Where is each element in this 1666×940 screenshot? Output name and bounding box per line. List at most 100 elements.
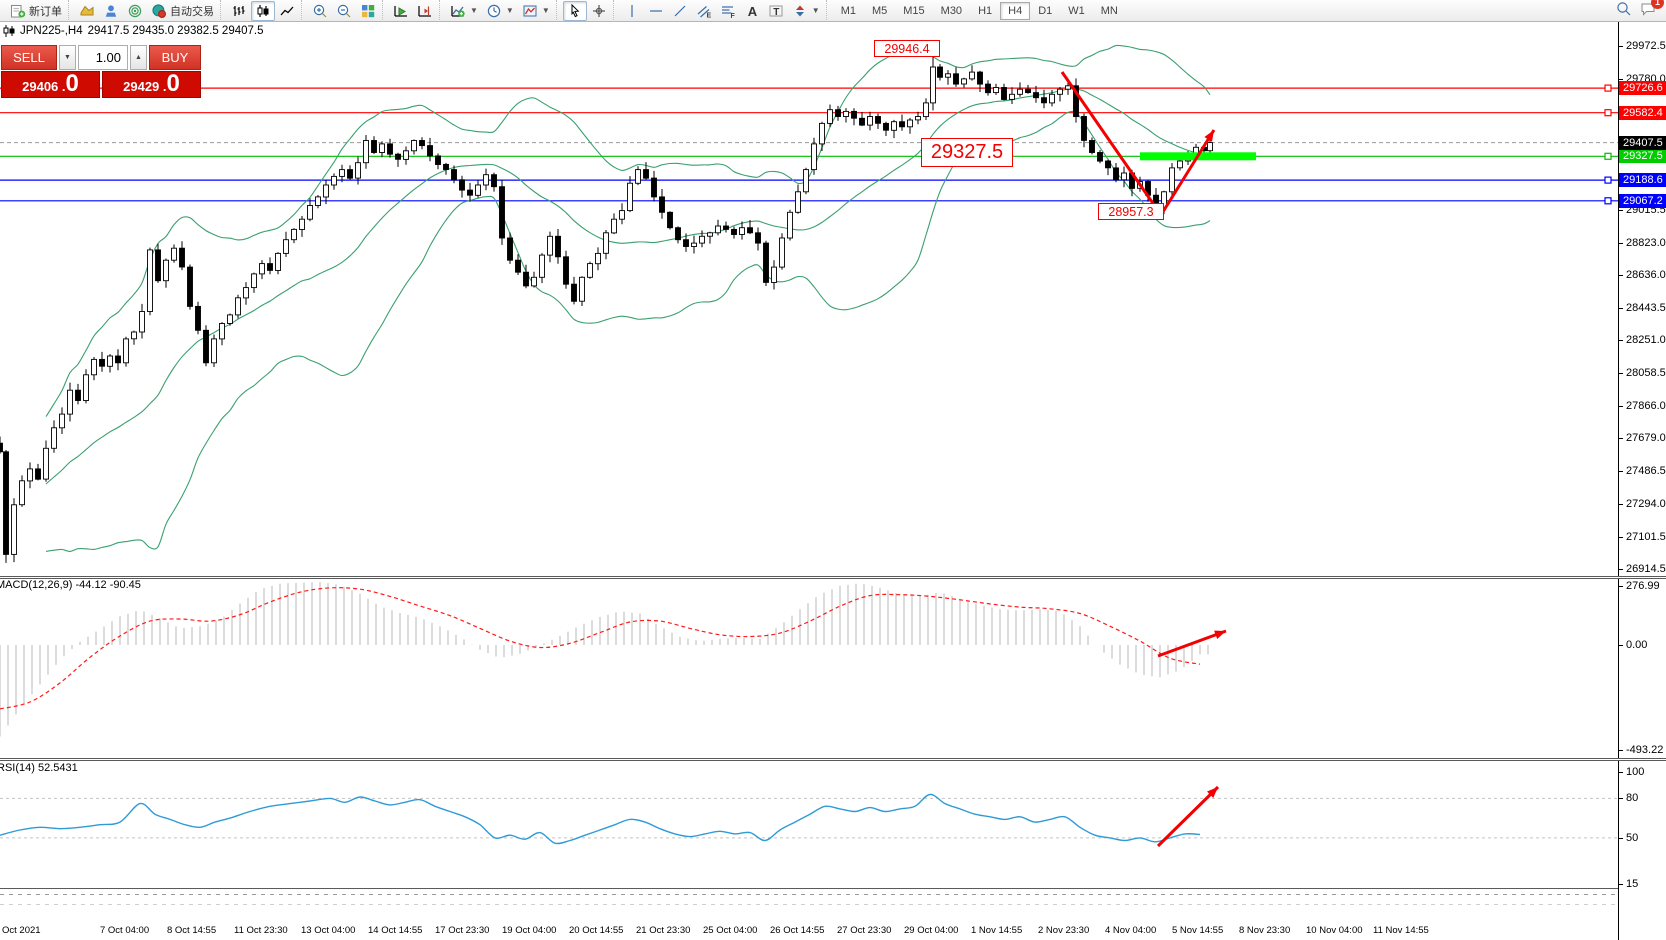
zoom-out-button[interactable] <box>332 1 356 21</box>
volume-increase-button[interactable]: ▲ <box>130 45 147 70</box>
chevron-down-icon: ▼ <box>541 6 550 15</box>
buy-button[interactable]: BUY <box>149 45 201 70</box>
auto-scroll-button[interactable] <box>389 1 413 21</box>
timeframe-W1[interactable]: W1 <box>1068 4 1085 17</box>
candles-chart-button[interactable] <box>251 0 275 21</box>
price-axis-tick: 276.99 <box>1626 580 1660 592</box>
price-line-label: 29188.6 <box>1619 173 1666 187</box>
sell-price-button[interactable]: 29406 .0 <box>1 71 100 98</box>
zoom-in-button[interactable] <box>308 1 332 21</box>
time-axis-label: 14 Oct 14:55 <box>368 925 423 936</box>
sell-button[interactable]: SELL <box>1 45 57 70</box>
price-axis-tick: 27679.0 <box>1626 432 1666 444</box>
profile-button[interactable] <box>99 1 123 21</box>
timeframe-M1[interactable]: M1 <box>840 4 856 17</box>
equidistant-channel-button[interactable]: E <box>692 1 716 21</box>
main-chart-canvas[interactable] <box>0 22 1618 576</box>
price-axis-tick: 26914.5 <box>1626 563 1666 575</box>
timeframe-H4[interactable]: H4 <box>1000 1 1031 20</box>
time-axis-label: 8 Oct 14:55 <box>167 925 217 936</box>
crosshair-button[interactable] <box>587 1 611 21</box>
symbol-period: JPN225-,H4 <box>20 25 83 37</box>
bars-chart-button[interactable] <box>227 1 251 21</box>
rsi-panel-canvas[interactable] <box>0 760 1618 888</box>
volume-decrease-button[interactable]: ▼ <box>59 45 76 70</box>
macd-panel-canvas[interactable] <box>0 578 1618 758</box>
price-line-label: 29582.4 <box>1619 106 1666 120</box>
panel-separator[interactable] <box>0 576 1666 579</box>
time-axis-label: 4 Nov 04:00 <box>1105 925 1157 936</box>
svg-text:A: A <box>748 4 758 19</box>
timeframe-MN[interactable]: MN <box>1100 4 1118 17</box>
price-axis-tick: 27866.0 <box>1626 400 1666 412</box>
timeframe-D1[interactable]: D1 <box>1038 4 1053 17</box>
cursor-button[interactable] <box>562 0 587 21</box>
trendline-button[interactable] <box>668 1 692 21</box>
new-order-button[interactable]: 新订单 <box>6 1 66 21</box>
price-axis-tick: 27486.5 <box>1626 465 1666 477</box>
panel-separator[interactable] <box>0 758 1666 761</box>
templates-icon <box>523 5 537 16</box>
periods-icon <box>487 4 501 17</box>
bars-icon <box>233 5 245 16</box>
arrows-icon <box>795 5 804 16</box>
text-button[interactable]: A <box>740 1 764 21</box>
auto-trading-label: 自动交易 <box>170 5 214 18</box>
price-line-label: 29726.6 <box>1619 81 1666 95</box>
time-axis-label: 13 Oct 04:00 <box>301 925 356 936</box>
arrows-button[interactable]: ▼ <box>788 1 824 21</box>
timeframe-group: M1 M5 M15 M30 H1 H4 D1 W1 MN <box>825 0 1128 22</box>
zoom-in-icon <box>313 4 327 17</box>
time-axis-label: 5 Nov 14:55 <box>1172 925 1224 936</box>
signals-icon <box>128 4 142 17</box>
market-icon <box>80 5 94 15</box>
rsi-name: RSI(14) <box>0 762 35 774</box>
text-label-button[interactable]: T <box>764 1 788 21</box>
tile-windows-button[interactable] <box>356 1 380 21</box>
timeframe-M30[interactable]: M30 <box>940 4 963 17</box>
price-line-label: 29067.2 <box>1619 194 1666 208</box>
autoscroll-icon <box>394 5 407 17</box>
price-axis-tick: 0.00 <box>1626 639 1648 651</box>
periods-button[interactable]: ▼ <box>482 1 518 21</box>
time-axis-label: 25 Oct 04:00 <box>703 925 758 936</box>
price-axis-tick: 15 <box>1626 878 1639 890</box>
time-axis-label: 26 Oct 14:55 <box>770 925 825 936</box>
search-button[interactable] <box>1616 1 1632 20</box>
signals-button[interactable] <box>123 1 147 21</box>
price-axis-tick: 28636.0 <box>1626 269 1666 281</box>
line-chart-button[interactable] <box>275 1 299 21</box>
templates-button[interactable]: ▼ <box>518 1 554 21</box>
horizontal-line-button[interactable] <box>644 1 668 21</box>
time-axis-label: 11 Oct 23:30 <box>234 925 288 936</box>
timeframe-H1[interactable]: H1 <box>978 4 993 17</box>
svg-text:F: F <box>730 13 735 19</box>
price-axis-tick: 28251.0 <box>1626 334 1666 346</box>
auto-trading-button[interactable]: 自动交易 <box>147 1 218 21</box>
volume-input[interactable]: 1.00 <box>78 45 128 70</box>
indicators-button[interactable]: ▼ <box>446 1 482 21</box>
notifications-button[interactable]: 1 <box>1640 0 1664 20</box>
svg-text:T: T <box>773 6 779 17</box>
vertical-line-button[interactable] <box>620 1 644 21</box>
macd-name: MACD(12,26,9) <box>0 579 73 591</box>
time-axis-label: 8 Nov 23:30 <box>1239 925 1291 936</box>
time-axis-label: 1 Nov 14:55 <box>971 925 1023 936</box>
chart-shift-button[interactable] <box>413 1 437 21</box>
time-axis-label: 17 Oct 23:30 <box>435 925 490 936</box>
timeframe-M5[interactable]: M5 <box>871 4 888 17</box>
timeframe-M15[interactable]: M15 <box>903 4 925 17</box>
price-annotation-label: 28957.3 <box>1098 203 1164 220</box>
price-axis-tick: 28058.5 <box>1626 367 1666 379</box>
rsi-current-value: 52.5431 <box>37 762 78 774</box>
price-axis[interactable]: 29972.5 29780.0 29015.5 28823.0 28636.0 28443… <box>1618 22 1666 940</box>
price-axis-tick: 50 <box>1626 832 1639 844</box>
market-button[interactable] <box>75 1 99 21</box>
time-axis[interactable]: Oct 2021 7 Oct 04:00 8 Oct 14:55 11 Oct 23:… <box>0 888 1618 940</box>
buy-price-big-digit: 0 <box>166 70 180 97</box>
label-icon: T <box>769 5 783 17</box>
buy-price-button[interactable]: 29429 .0 <box>102 71 201 98</box>
fibonacci-button[interactable]: F <box>716 1 740 21</box>
time-axis-label: 2 Nov 23:30 <box>1038 925 1090 936</box>
price-axis-tick: 28443.5 <box>1626 302 1666 314</box>
